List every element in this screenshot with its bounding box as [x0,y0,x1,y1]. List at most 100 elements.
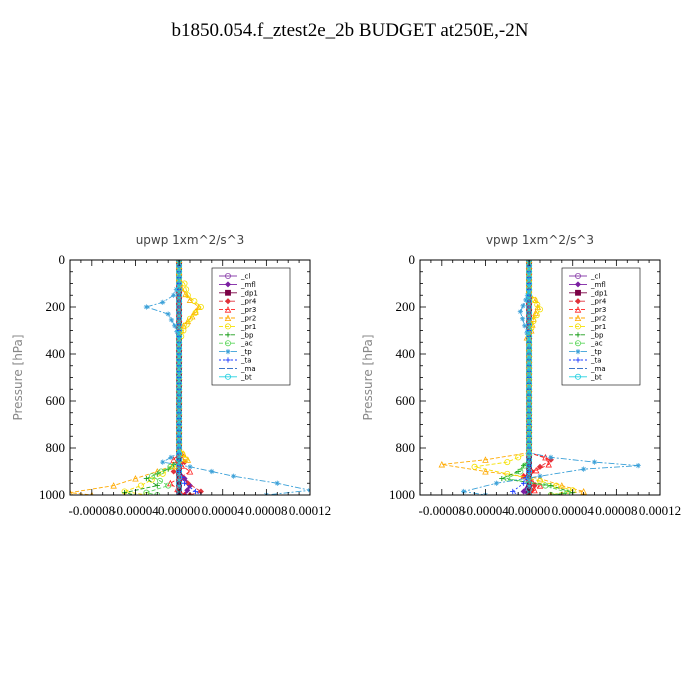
data-point-pr4 [536,463,544,470]
y-tick-label: 400 [396,346,416,361]
data-point-bt [526,468,533,475]
data-point-pr1 [148,476,155,483]
data-point-pr2 [180,322,187,329]
data-point-bt [526,309,533,316]
legend-marker [574,314,582,322]
data-point-bt [176,409,183,416]
data-point-tp [168,317,175,323]
data-point-bt [526,427,533,434]
data-point-bt [526,315,533,322]
data-point-bt [526,380,533,387]
figure-title: b1850.054.f_ztest2e_2b BUDGET at250E,-2N [171,20,529,41]
data-point-pr1 [471,463,478,470]
data-point-bt [526,374,533,381]
data-point-bp [154,483,160,489]
y-tick-label: 1000 [389,487,415,502]
data-point-tp [187,464,193,470]
data-point-bt [526,386,533,393]
legend-marker [225,289,231,296]
legend-label: _pr3 [240,306,256,314]
data-point-bt [526,321,533,328]
data-point-bt [176,397,183,404]
data-point-bt [176,309,183,316]
data-point-ac [156,477,163,484]
data-point-ac [148,473,155,480]
legend-label: _bp [240,331,254,339]
data-point-bt [526,303,533,310]
legend-label: _pr3 [590,306,606,314]
data-point-bt [176,392,183,399]
legend-marker [224,281,232,288]
legend-label: _ta [590,357,602,365]
data-point-bt [176,480,183,487]
data-point-tp [160,459,166,465]
data-point-pr4 [170,468,177,475]
legend-label: _ac [590,340,603,348]
legend-marker [224,340,231,347]
data-point-bt [176,315,183,322]
data-point-ac [165,482,172,489]
legend-label: _mfl [590,281,606,289]
data-point-bt [526,456,533,463]
data-point-bp [143,475,149,482]
data-point-tp [493,480,499,486]
data-point-tp [581,466,587,472]
x-tick-label: 0.00004 [552,503,595,518]
data-point-tp [461,488,467,495]
data-point-bt [176,286,183,293]
data-point-bt [526,409,533,416]
data-point-bt [176,368,183,375]
data-point-tp [635,463,641,469]
data-point-tp [537,473,543,479]
data-point-pr1 [191,298,198,305]
y-tick-label: 600 [46,393,66,408]
data-point-bt [176,450,183,457]
data-point-bt [176,462,183,469]
data-point-tp [522,323,528,329]
data-point-ta [192,488,199,495]
x-tick-label: -0.00004 [462,503,509,518]
data-point-bp [499,475,505,482]
data-point-ac [517,468,524,475]
data-point-pr2 [184,456,192,463]
x-tick-label: -0.00004 [112,503,159,518]
data-point-ac [564,489,571,495]
data-point-bt [176,345,183,352]
legend-marker [575,357,581,363]
data-point-bt [176,274,183,281]
legend-marker [575,332,581,338]
legend-marker [224,298,232,305]
legend-marker [224,373,231,380]
y-tick-label: 800 [46,440,66,455]
data-point-bt [526,298,533,305]
data-point-pr3 [532,466,540,474]
legend: _cl_mfl_dp1_pr4_pr3_pr2_pr1_bp_ac_tp_ta_… [561,267,641,386]
series-line-pr1 [474,260,573,495]
data-point-bt [526,350,533,357]
legend-label: _ac [240,340,253,348]
y-tick-label: 0 [409,252,416,267]
data-point-bt [176,362,183,369]
data-point-bt [526,362,533,369]
data-point-bt [526,268,533,275]
data-point-bt [526,444,533,451]
legend-marker [574,306,582,313]
panel-title: upwp 1xm^2/s^3 [136,233,245,247]
legend-label: _mfl [240,281,256,289]
y-axis-label: Pressure [hPa] [11,334,25,420]
x-tick-label: -0.00008 [419,503,466,518]
y-axis-label: Pressure [hPa] [361,334,375,420]
x-tick-label: 0.00012 [289,503,331,518]
data-point-pr2 [438,460,446,468]
panel-upwp: upwp 1xm^2/s^3 Pressure [hPa] -0.00008-0.0… [11,233,331,518]
data-point-pr1 [534,301,541,308]
data-point-tp [591,459,598,465]
data-point-pr3 [186,468,194,475]
legend-marker [224,314,232,322]
legend-label: _dp1 [590,289,608,297]
legend-marker [575,272,582,279]
data-point-bt [176,427,183,434]
panel-title: vpwp 1xm^2/s^3 [486,233,594,247]
data-point-bt [526,356,533,363]
